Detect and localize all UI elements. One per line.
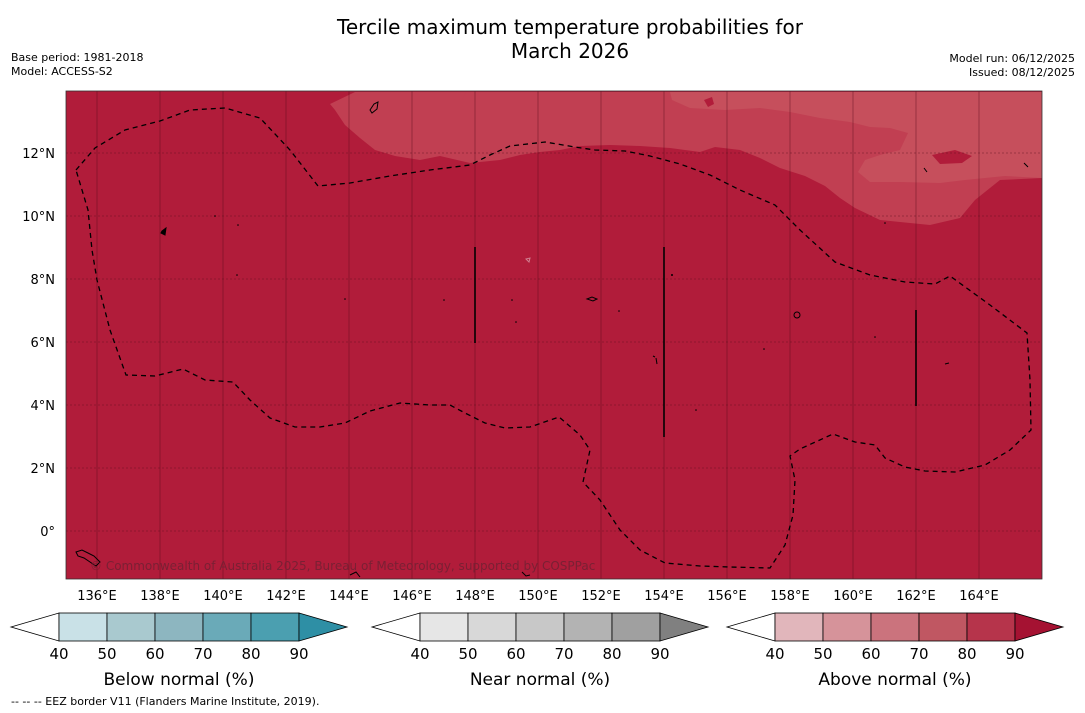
lat-label: 10°N	[22, 210, 55, 225]
colorbar-tick: 90	[650, 645, 669, 663]
lon-label: 158°E	[770, 589, 810, 604]
tiny-light-patch	[448, 92, 466, 100]
colorbar-tick: 40	[410, 645, 429, 663]
lat-label: 8°N	[31, 273, 56, 288]
islands	[75, 101, 1029, 578]
lon-label: 152°E	[581, 589, 621, 604]
colorbar-title: Near normal (%)	[470, 670, 610, 690]
colorbar-over-arrow	[298, 612, 349, 642]
model-run: Model run: 06/12/2025	[949, 52, 1075, 65]
colorbar-segment	[870, 612, 920, 642]
colorbar-segment	[202, 612, 252, 642]
latitude-labels: 12°N 10°N 8°N 6°N 4°N 2°N 0°	[22, 147, 55, 540]
colorbar-tick: 60	[145, 645, 164, 663]
colorbar-tick: 50	[97, 645, 116, 663]
lon-label: 164°E	[959, 589, 999, 604]
graticule	[66, 91, 1042, 579]
lon-label: 136°E	[77, 589, 117, 604]
eez-footnote: -- -- -- EEZ border V11 (Flanders Marine…	[11, 695, 320, 708]
colorbar-segment	[467, 612, 517, 642]
colorbar-under-arrow	[725, 612, 776, 642]
colorbar-segment	[966, 612, 1016, 642]
atoll-dots	[214, 215, 886, 411]
tiny-darker-patch	[704, 97, 714, 107]
colorbar-segment	[822, 612, 872, 642]
lon-label: 140°E	[203, 589, 243, 604]
lat-label: 2°N	[31, 462, 56, 477]
issued-date: Issued: 08/12/2025	[968, 66, 1075, 79]
colorbar-segment	[918, 612, 968, 642]
lat-label: 12°N	[22, 147, 55, 162]
lat-label: 0°	[40, 525, 55, 540]
colorbar-over-arrow	[659, 612, 710, 642]
model-name: Model: ACCESS-S2	[11, 65, 113, 78]
colorbar-tick: 90	[289, 645, 308, 663]
colorbar-near-normal: 40 50 60 70 80 90 Near normal (%)	[370, 612, 710, 690]
colorbar-title: Above normal (%)	[818, 670, 971, 690]
colorbar-segment	[58, 612, 108, 642]
lat-label: 6°N	[31, 336, 56, 351]
colorbar-tick: 60	[861, 645, 880, 663]
colorbar-tick: 80	[241, 645, 260, 663]
colorbar-title: Below normal (%)	[104, 670, 255, 690]
meta-right: Model run: 06/12/2025 Issued: 08/12/2025	[949, 52, 1075, 80]
colorbar-below-normal: 40 50 60 70 80 90 Below normal (%)	[9, 612, 349, 690]
colorbar-tick: 40	[765, 645, 784, 663]
lon-label: 162°E	[896, 589, 936, 604]
map-frame	[65, 90, 1043, 580]
colorbar-tick: 80	[957, 645, 976, 663]
base-period: Base period: 1981-2018	[11, 51, 144, 64]
eez-border	[75, 107, 1032, 569]
lon-label: 138°E	[140, 589, 180, 604]
lon-label: 156°E	[707, 589, 747, 604]
colorbar-tick: 80	[602, 645, 621, 663]
colorbar-segment	[154, 612, 204, 642]
lon-label: 154°E	[644, 589, 684, 604]
colorbar-tick: 50	[458, 645, 477, 663]
colorbar-over-arrow	[1014, 612, 1065, 642]
lat-label: 4°N	[31, 399, 56, 414]
lon-label: 146°E	[392, 589, 432, 604]
colorbar-tick: 70	[909, 645, 928, 663]
colorbar-segment	[515, 612, 565, 642]
lon-label: 148°E	[455, 589, 495, 604]
colorbar-segment	[774, 612, 824, 642]
meta-left: Base period: 1981-2018 Model: ACCESS-S2	[11, 51, 143, 79]
colorbar-tick: 40	[49, 645, 68, 663]
small-darker-patch	[932, 150, 972, 164]
lon-label: 160°E	[833, 589, 873, 604]
island-chain-lines	[474, 247, 917, 437]
lon-label: 142°E	[266, 589, 306, 604]
colorbar-segment	[611, 612, 661, 642]
lon-label: 150°E	[518, 589, 558, 604]
longitude-labels: 136°E 138°E 140°E 142°E 144°E 146°E 148°…	[77, 589, 999, 604]
colorbar-segment	[563, 612, 613, 642]
colorbar-tick: 50	[813, 645, 832, 663]
title-line-2: March 2026	[510, 39, 630, 63]
copyright-notice: © Commonwealth of Australia 2025, Bureau…	[90, 559, 595, 573]
lon-label: 144°E	[329, 589, 369, 604]
colorbar-tick: 90	[1005, 645, 1024, 663]
chart-title: Tercile maximum temperature probabilitie…	[0, 15, 1085, 63]
map-area: © Commonwealth of Australia 2025, Bureau…	[66, 91, 1042, 579]
colorbar-tick: 60	[506, 645, 525, 663]
colorbar-above-normal: 40 50 60 70 80 90 Above normal (%)	[725, 612, 1065, 690]
colorbar-segment	[250, 612, 300, 642]
colorbar-tick: 70	[193, 645, 212, 663]
colorbar-segment	[106, 612, 156, 642]
colorbar-tick: 70	[554, 645, 573, 663]
colorbar-segment	[419, 612, 469, 642]
title-line-1: Tercile maximum temperature probabilitie…	[337, 15, 803, 39]
colorbar-under-arrow	[370, 612, 421, 642]
colorbar-under-arrow	[9, 612, 60, 642]
